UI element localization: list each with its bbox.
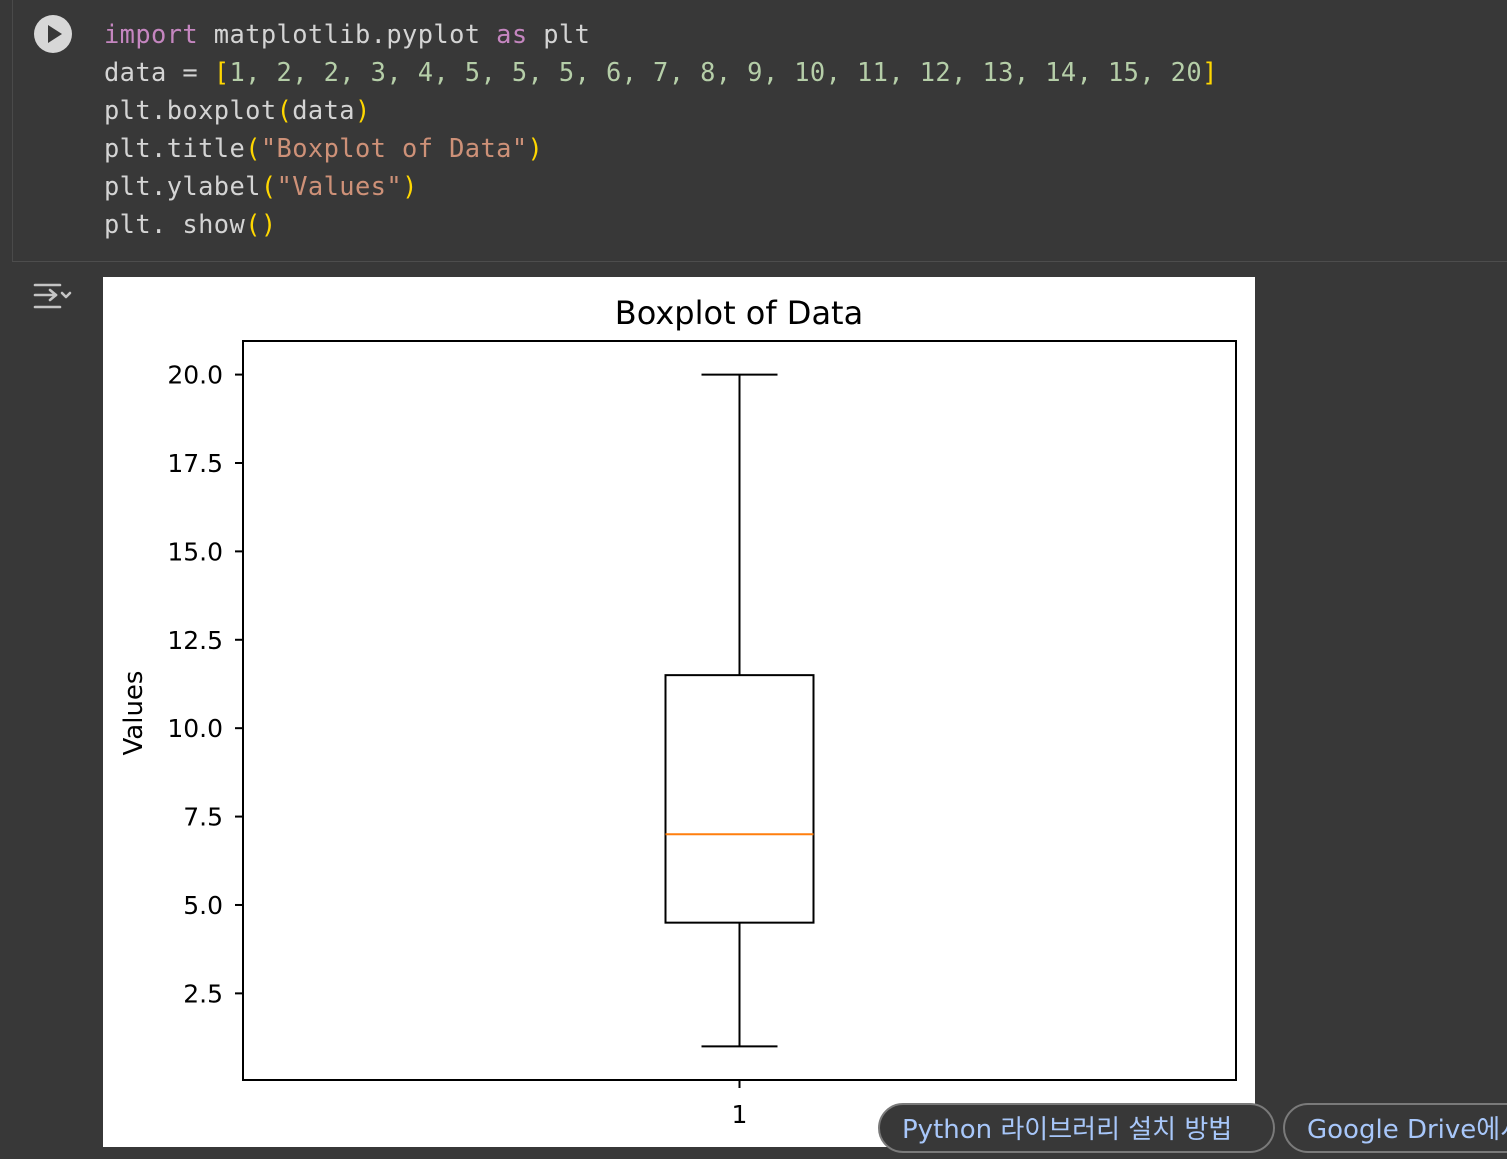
y-tick-label: 20.0 xyxy=(167,361,223,390)
code-paren-open: ( xyxy=(276,95,293,125)
code-data-values: 1, 2, 2, 3, 4, 5, 5, 5, 6, 7, 8, 9, 10, … xyxy=(229,57,1203,87)
code-paren-close: ) xyxy=(260,209,277,239)
boxplot-chart: Boxplot of Data Values 2.55.07.510.012.5… xyxy=(119,294,1237,1129)
suggestion-chip-google-drive[interactable]: Google Drive에서 xyxy=(1283,1103,1507,1153)
code-paren-close: ) xyxy=(527,133,544,163)
code-line-3: plt.boxplot(data) xyxy=(104,91,1218,129)
cell-border xyxy=(12,0,13,262)
y-tick-label: 17.5 xyxy=(167,449,223,478)
code-line-4: plt.title("Boxplot of Data") xyxy=(104,129,1218,167)
code-string: "Boxplot of Data" xyxy=(260,133,528,163)
code-editor[interactable]: import matplotlib.pyplot as plt data = [1… xyxy=(104,15,1218,243)
y-tick-label: 15.0 xyxy=(167,537,223,566)
code-arg: data xyxy=(292,95,355,125)
output-toggle-button[interactable] xyxy=(32,278,72,314)
play-icon xyxy=(48,25,62,43)
chart-title: Boxplot of Data xyxy=(615,294,863,332)
code-call: plt. show xyxy=(104,209,246,239)
plot-output: Boxplot of Data Values 2.5 5.0 7.5 10.0 12.5… xyxy=(103,277,1255,1147)
code-paren-close: ) xyxy=(355,95,371,125)
box-group xyxy=(664,373,815,1048)
y-tick-label: 10.0 xyxy=(167,714,223,743)
code-call: plt.ylabel xyxy=(104,171,261,201)
y-tick-label: 2.5 xyxy=(183,979,223,1008)
code-keyword-as: as xyxy=(496,19,528,49)
y-tick-label: 12.5 xyxy=(167,626,223,655)
run-cell-button[interactable] xyxy=(34,15,72,53)
code-string: "Values" xyxy=(276,171,403,201)
code-line-2: data = [1, 2, 2, 3, 4, 5, 5, 5, 6, 7, 8,… xyxy=(104,53,1218,91)
y-axis-label: Values xyxy=(119,671,149,756)
code-bracket-open: [ xyxy=(213,57,230,87)
suggestion-chip-install-library[interactable]: Python 라이브러리 설치 방법 xyxy=(878,1103,1275,1153)
code-paren-close: ) xyxy=(402,171,418,201)
code-alias: plt xyxy=(527,19,591,49)
code-assign: data = xyxy=(104,57,214,87)
code-paren-open: ( xyxy=(245,133,261,163)
output-toggle-icon xyxy=(33,283,72,309)
code-module: matplotlib.pyplot xyxy=(198,19,497,49)
x-tick-label: 1 xyxy=(732,1100,748,1129)
code-call: plt.boxplot xyxy=(104,95,277,125)
x-axis: 1 xyxy=(732,1080,748,1129)
y-tick-label: 7.5 xyxy=(183,803,223,832)
code-call: plt.title xyxy=(104,133,246,163)
code-line-1: import matplotlib.pyplot as plt xyxy=(104,15,1218,53)
code-paren-open: ( xyxy=(245,209,261,239)
box xyxy=(664,674,815,924)
code-keyword-import: import xyxy=(104,19,199,49)
code-paren-open: ( xyxy=(260,171,277,201)
code-line-5: plt.ylabel("Values") xyxy=(104,167,1218,205)
y-axis: 2.5 5.0 7.5 10.0 12.5 15.0 17.5 20.0 xyxy=(167,361,243,1008)
code-line-6: plt. show() xyxy=(104,205,1218,243)
y-tick-label: 5.0 xyxy=(183,891,223,920)
code-bracket-close: ] xyxy=(1202,57,1218,87)
output-divider xyxy=(12,261,1507,262)
